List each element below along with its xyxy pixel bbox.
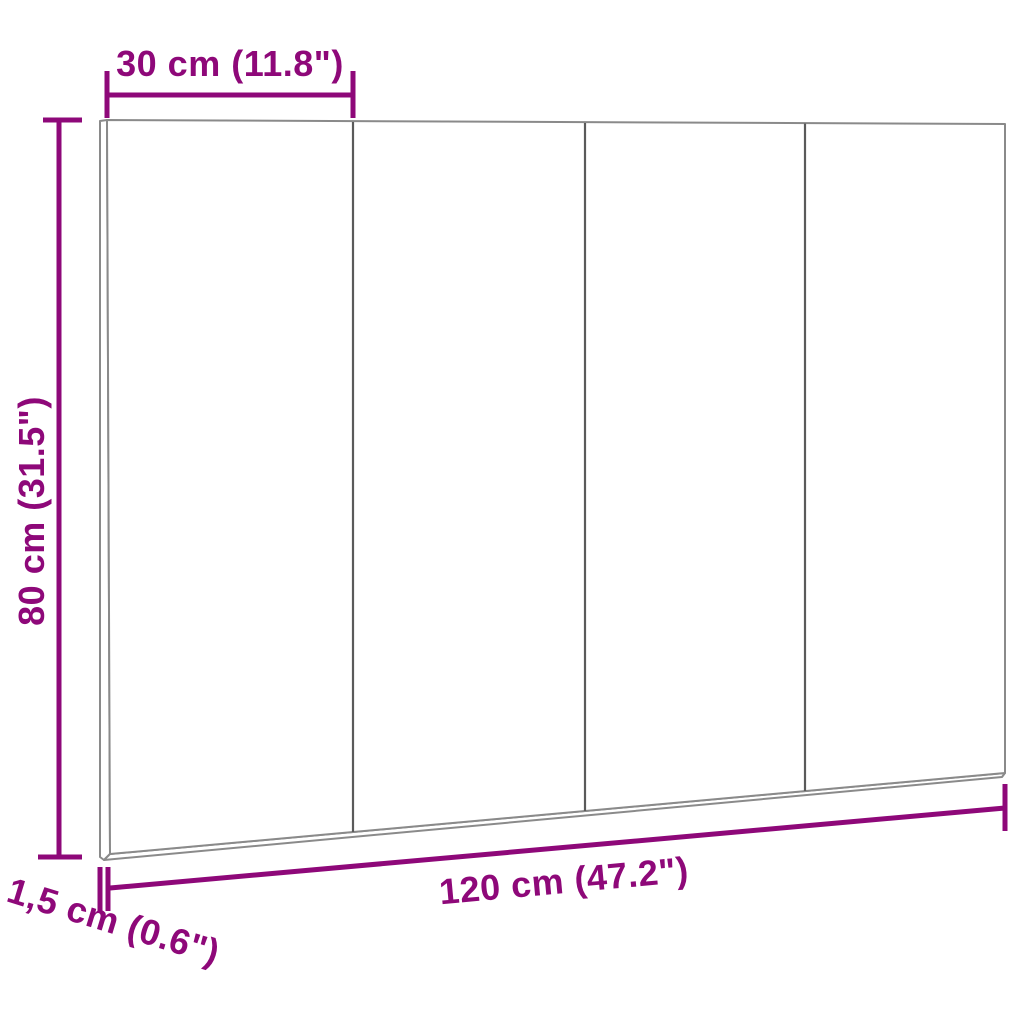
height-dimension: 80 cm (31.5") <box>11 117 82 860</box>
total-width-dimension-label: 120 cm (47.2") <box>437 849 690 913</box>
headboard-drawing <box>99 119 1006 861</box>
thickness-dimension-label: 1,5 cm (0.6") <box>3 869 225 972</box>
height-dimension-label: 80 cm (31.5") <box>11 396 52 626</box>
total-width-dimension-line <box>109 805 1006 891</box>
headboard-front-face <box>106 119 1006 855</box>
panel-width-dimension-label: 30 cm (11.8") <box>116 43 344 84</box>
panel-width-dimension: 30 cm (11.8") <box>104 43 356 118</box>
